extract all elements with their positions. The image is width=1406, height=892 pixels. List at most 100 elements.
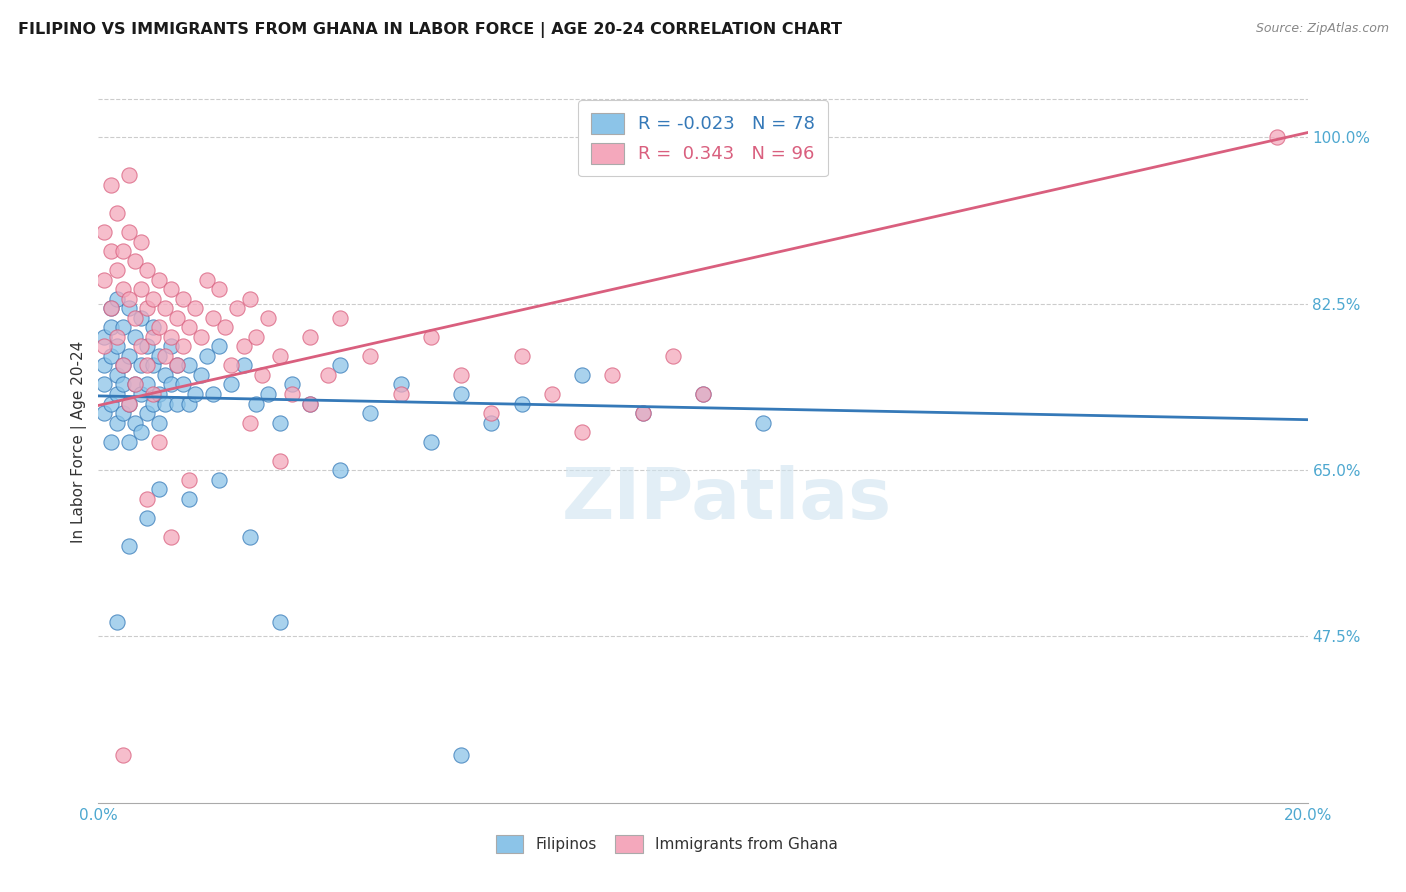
Point <box>360 349 382 363</box>
Point <box>179 320 201 334</box>
Point <box>148 349 170 363</box>
Point <box>195 273 218 287</box>
Point <box>124 377 146 392</box>
Point <box>281 387 304 401</box>
Y-axis label: In Labor Force | Age 20-24: In Labor Force | Age 20-24 <box>72 341 87 542</box>
Point <box>93 377 115 392</box>
Point <box>389 387 412 401</box>
Point <box>239 292 262 306</box>
Point <box>118 434 141 449</box>
Point <box>208 473 231 487</box>
Point <box>245 396 267 410</box>
Point <box>142 359 165 373</box>
Point <box>179 491 201 506</box>
Point <box>481 416 503 430</box>
Point <box>148 320 170 334</box>
Point <box>299 396 322 410</box>
Point <box>602 368 624 382</box>
Point <box>148 434 170 449</box>
Point <box>269 615 291 630</box>
Point <box>184 301 207 316</box>
Point <box>105 339 128 353</box>
Point <box>661 349 683 363</box>
Legend: Filipinos, Immigrants from Ghana: Filipinos, Immigrants from Ghana <box>485 825 848 863</box>
Point <box>540 387 562 401</box>
Point <box>202 387 225 401</box>
Point <box>100 320 122 334</box>
Point <box>631 406 654 420</box>
Point <box>105 416 128 430</box>
Point <box>142 320 165 334</box>
Point <box>118 539 141 553</box>
Point <box>153 349 176 363</box>
Point <box>105 330 128 344</box>
Point <box>135 406 157 420</box>
Point <box>135 510 157 524</box>
Point <box>184 387 207 401</box>
Point <box>510 349 533 363</box>
Point <box>93 406 115 420</box>
Point <box>129 359 152 373</box>
Point <box>190 330 212 344</box>
Point <box>269 349 291 363</box>
Point <box>111 359 134 373</box>
Point <box>190 368 212 382</box>
Point <box>316 368 339 382</box>
Point <box>100 349 122 363</box>
Point <box>450 748 472 763</box>
Point <box>256 387 278 401</box>
Point <box>692 387 714 401</box>
Point <box>135 359 157 373</box>
Point <box>450 368 472 382</box>
Point <box>93 339 115 353</box>
Point <box>160 377 183 392</box>
Point <box>269 416 291 430</box>
Point <box>166 359 188 373</box>
Point <box>166 310 188 325</box>
Point <box>153 301 176 316</box>
Point <box>420 330 443 344</box>
Point <box>160 530 183 544</box>
Point <box>250 368 273 382</box>
Point <box>172 339 194 353</box>
Point <box>281 377 304 392</box>
Point <box>105 263 128 277</box>
Point <box>124 253 146 268</box>
Point <box>100 434 122 449</box>
Point <box>153 368 176 382</box>
Point <box>118 349 141 363</box>
Point <box>105 387 128 401</box>
Point <box>160 339 183 353</box>
Point <box>160 330 183 344</box>
Point <box>100 396 122 410</box>
Point <box>202 310 225 325</box>
Point <box>142 387 165 401</box>
Point <box>111 244 134 259</box>
Point <box>124 330 146 344</box>
Point <box>129 425 152 439</box>
Point <box>142 292 165 306</box>
Point <box>148 482 170 496</box>
Point <box>481 406 503 420</box>
Point <box>631 406 654 420</box>
Point <box>232 339 254 353</box>
Point <box>135 263 157 277</box>
Point <box>93 330 115 344</box>
Point <box>221 377 243 392</box>
Point <box>129 310 152 325</box>
Point <box>153 396 176 410</box>
Point <box>124 377 146 392</box>
Point <box>135 339 157 353</box>
Point <box>329 463 352 477</box>
Point <box>129 339 152 353</box>
Point <box>389 377 412 392</box>
Point <box>100 301 122 316</box>
Point <box>571 425 593 439</box>
Point <box>105 292 128 306</box>
Point <box>118 169 141 183</box>
Point <box>135 301 157 316</box>
Point <box>118 226 141 240</box>
Point <box>111 406 134 420</box>
Point <box>360 406 382 420</box>
Point <box>571 368 593 382</box>
